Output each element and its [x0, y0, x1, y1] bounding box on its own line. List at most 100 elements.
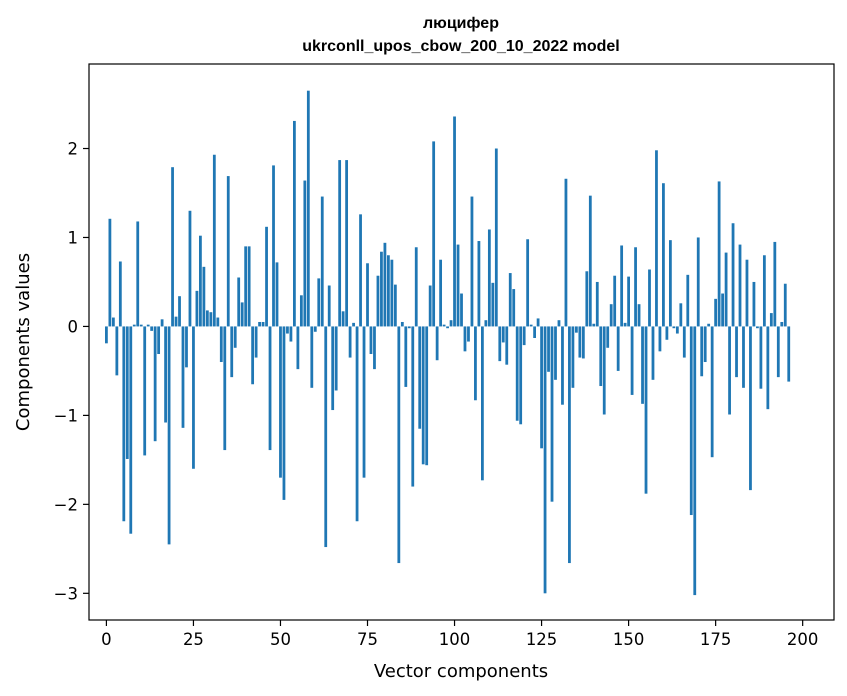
bar [223, 326, 227, 451]
bar [776, 326, 780, 378]
bar [293, 120, 296, 327]
bar [174, 316, 178, 327]
bar [613, 275, 617, 327]
bar [432, 141, 436, 327]
bar [275, 262, 279, 327]
bar [547, 326, 550, 372]
bar [111, 317, 115, 327]
bar [700, 326, 704, 377]
bar [146, 324, 150, 327]
bar [167, 326, 171, 545]
bar [286, 326, 289, 334]
bar [707, 323, 711, 327]
bar [129, 326, 133, 534]
bar [359, 214, 362, 327]
bar [634, 247, 637, 327]
bar [209, 312, 213, 327]
bar [299, 295, 303, 327]
bar [185, 326, 188, 368]
bar [435, 326, 439, 361]
bar [303, 180, 307, 327]
bar [578, 326, 582, 358]
bar [494, 148, 498, 327]
bar [508, 273, 512, 327]
bar [484, 320, 488, 327]
bar [540, 326, 543, 449]
bar [380, 251, 383, 327]
bar [769, 313, 773, 327]
bar [554, 326, 557, 380]
bar [568, 326, 571, 564]
bar [383, 242, 387, 327]
bar [491, 282, 495, 327]
bar [609, 304, 613, 327]
bar [244, 246, 248, 327]
bar [738, 244, 742, 327]
bar [362, 326, 366, 478]
bar [641, 326, 644, 404]
bar [442, 324, 446, 327]
bar [703, 326, 707, 363]
bar [449, 320, 453, 327]
bar [456, 244, 460, 327]
bar [762, 255, 766, 327]
bar [414, 247, 418, 327]
bar [261, 321, 265, 327]
bar [620, 245, 624, 327]
bar [331, 326, 335, 411]
bar [710, 326, 714, 458]
bar [467, 326, 470, 342]
bar [561, 326, 564, 405]
bar [766, 326, 770, 410]
bar [212, 154, 216, 327]
bar [668, 240, 672, 327]
bar [564, 178, 568, 327]
bar [105, 326, 108, 344]
bar [439, 259, 443, 327]
bar [501, 326, 505, 343]
bar [310, 326, 314, 388]
bar [679, 303, 683, 327]
bar [108, 218, 112, 327]
bar [682, 326, 686, 358]
bar [122, 326, 126, 522]
bar [658, 326, 662, 352]
bar [164, 326, 167, 423]
bar [369, 326, 373, 355]
bar [160, 319, 164, 327]
bar [714, 298, 718, 327]
bar [749, 326, 752, 491]
x-tick-label: 150 [613, 630, 645, 649]
bar [202, 266, 206, 327]
bar [115, 326, 119, 376]
bar [616, 326, 620, 371]
x-tick-label: 50 [270, 630, 291, 649]
bar [345, 160, 349, 327]
bar [783, 283, 787, 327]
bar [317, 278, 321, 327]
bar [366, 263, 369, 327]
bar [731, 223, 735, 327]
bar [254, 326, 258, 358]
bar [557, 320, 561, 327]
bar [306, 90, 310, 327]
bar [630, 326, 634, 395]
bar [334, 326, 338, 391]
bar [199, 235, 202, 327]
bar [258, 321, 261, 327]
bar [157, 326, 161, 355]
bar [327, 285, 331, 327]
y-tick-label: 0 [68, 317, 79, 336]
bar [289, 326, 293, 342]
bar [268, 326, 272, 451]
bar [550, 326, 554, 502]
bar [143, 326, 147, 456]
bar [341, 311, 345, 327]
bar [526, 239, 530, 327]
bar [505, 326, 509, 365]
bar [742, 326, 745, 388]
bar [150, 326, 154, 331]
bar [446, 326, 449, 329]
x-tick-label: 125 [526, 630, 558, 649]
bar [139, 324, 143, 327]
